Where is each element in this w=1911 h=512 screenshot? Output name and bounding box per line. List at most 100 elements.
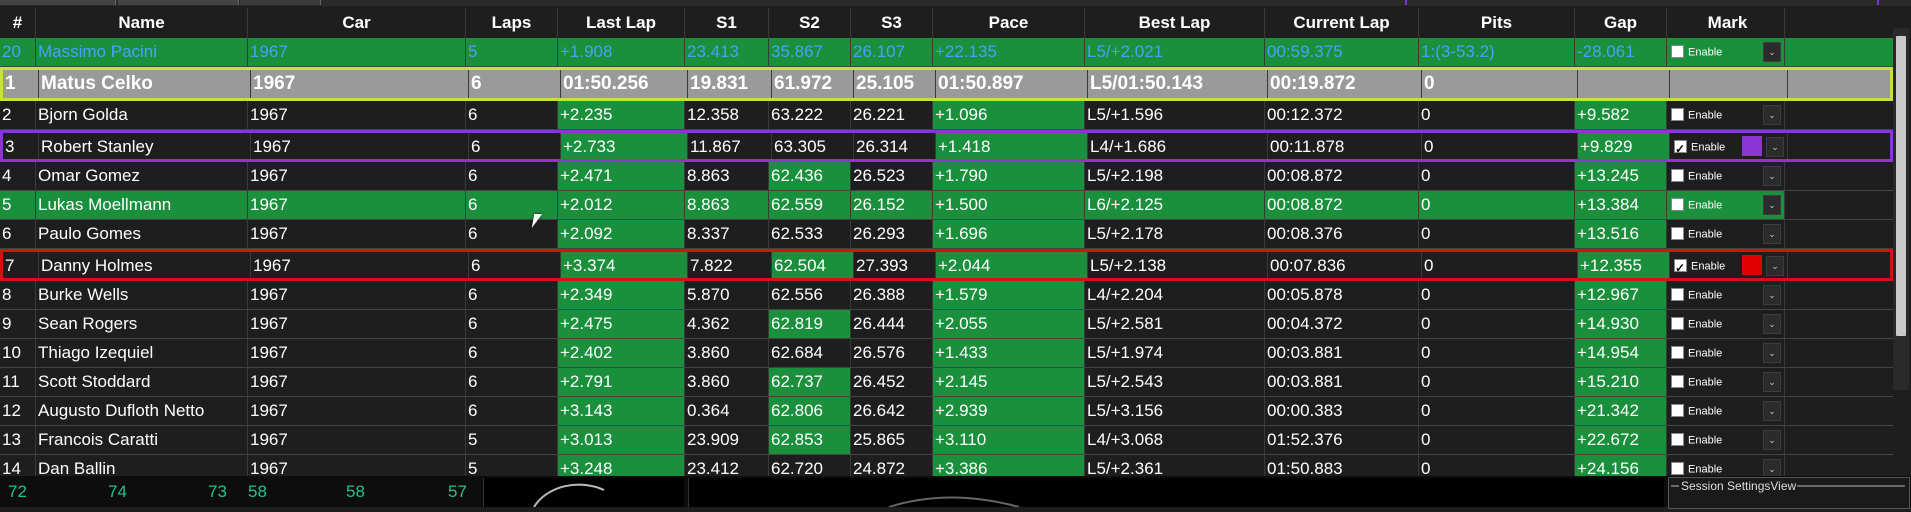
gauge-arc-icon <box>533 483 605 508</box>
chevron-down-icon[interactable]: ⌄ <box>1763 343 1781 363</box>
enable-label: Enable <box>1688 289 1723 302</box>
table-row[interactable]: 10 Thiago Izequiel 1967 6 +2.402 3.860 62.684 2… <box>0 339 1893 368</box>
session-settings-label: Session SettingsView <box>1681 479 1797 493</box>
cell-s3: 25.105 <box>854 70 936 98</box>
col-header-gap[interactable]: Gap <box>1575 8 1667 38</box>
col-header-s3[interactable]: S3 <box>851 8 933 38</box>
table-row[interactable]: 1 Matus Celko 1967 6 01:50.256 19.831 61.972 25… <box>0 67 1893 101</box>
table-row[interactable]: 6 Paulo Gomes 1967 6 +2.092 8.337 62.533 26.293… <box>0 220 1893 249</box>
tab-stub[interactable] <box>118 0 239 5</box>
enable-checkbox[interactable] <box>1671 169 1684 183</box>
tab-stub[interactable] <box>240 0 321 5</box>
enable-label: Enable <box>1688 46 1723 59</box>
table-row[interactable]: 2 Bjorn Golda 1967 6 +2.235 12.358 63.222 26.22… <box>0 101 1893 130</box>
enable-checkbox[interactable] <box>1671 108 1684 122</box>
col-header-pits[interactable]: Pits <box>1419 8 1575 38</box>
table-row[interactable]: 12 Augusto Dufloth Netto 1967 6 +3.143 0.364 6… <box>0 397 1893 426</box>
chevron-down-icon[interactable]: ⌄ <box>1763 430 1781 450</box>
col-header-s2[interactable]: S2 <box>769 8 851 38</box>
vertical-scrollbar[interactable] <box>1893 28 1909 390</box>
enable-checkbox[interactable] <box>1671 375 1684 389</box>
cell-laps: 6 <box>469 70 561 98</box>
chevron-down-icon[interactable]: ⌄ <box>1766 256 1784 276</box>
enable-checkbox[interactable] <box>1671 433 1684 447</box>
mark-color-swatch[interactable] <box>1742 136 1762 156</box>
enable-checkbox[interactable] <box>1671 198 1684 212</box>
enable-checkbox[interactable] <box>1674 135 1687 159</box>
tab-stub[interactable] <box>0 0 116 5</box>
col-header-laps[interactable]: Laps <box>466 8 558 38</box>
col-header-s1[interactable]: S1 <box>685 8 769 38</box>
scrollbar-thumb[interactable] <box>1896 36 1906 336</box>
cell-best-lap: L5/+3.156 <box>1085 397 1265 425</box>
cell-laps: 6 <box>466 368 558 396</box>
enable-checkbox[interactable] <box>1671 288 1684 302</box>
table-row[interactable]: 5 Lukas Moellmann 1967 6 +2.012 8.863 62.559 26… <box>0 191 1893 220</box>
enable-checkbox[interactable] <box>1671 462 1684 476</box>
cell-mark: Enable ⌄ <box>1667 397 1785 425</box>
cell-best-lap: L5/+2.361 <box>1085 455 1265 483</box>
col-header-last-lap[interactable]: Last Lap <box>558 8 685 38</box>
chevron-down-icon[interactable]: ⌄ <box>1763 195 1781 215</box>
chevron-down-icon[interactable]: ⌄ <box>1763 105 1781 125</box>
chevron-down-icon[interactable]: ⌄ <box>1763 42 1781 62</box>
col-header-pace[interactable]: Pace <box>933 8 1085 38</box>
table-row[interactable]: 4 Omar Gomez 1967 6 +2.471 8.863 62.436 26.523 +… <box>0 162 1893 191</box>
cell-mark: Enable ⌄ <box>1667 368 1785 396</box>
table-row[interactable]: 20 Massimo Pacini 1967 5 +1.908 23.413 35.867 2… <box>0 38 1893 67</box>
cell-pits: 1:(3-53.2) <box>1419 38 1575 66</box>
col-header-name[interactable]: Name <box>36 8 248 38</box>
chevron-down-icon[interactable]: ⌄ <box>1763 372 1781 392</box>
chevron-down-icon[interactable]: ⌄ <box>1763 166 1781 186</box>
grid-header: # Name Car Laps Last Lap S1 S2 S3 Pace B… <box>0 8 1893 38</box>
cell-gap: +22.672 <box>1575 426 1667 454</box>
session-settings-tab[interactable]: Session SettingsView <box>1668 477 1910 509</box>
enable-checkbox[interactable] <box>1671 346 1684 360</box>
cell-pos: 10 <box>0 339 36 367</box>
cell-gap: +14.930 <box>1575 310 1667 338</box>
enable-checkbox[interactable] <box>1671 404 1684 418</box>
chevron-down-icon[interactable]: ⌄ <box>1763 314 1781 334</box>
table-row[interactable]: 7 Danny Holmes 1967 6 +3.374 7.822 62.504 27.39… <box>0 249 1893 281</box>
cell-s1: 11.867 <box>688 133 772 159</box>
cell-best-lap: L5/+2.178 <box>1085 220 1265 248</box>
cell-s2: 63.222 <box>769 101 851 129</box>
tab-stub[interactable] <box>1405 0 1879 5</box>
enable-label: Enable <box>1688 199 1723 212</box>
col-header-mark[interactable]: Mark <box>1667 8 1785 38</box>
table-row[interactable]: 8 Burke Wells 1967 6 +2.349 5.870 62.556 26.388… <box>0 281 1893 310</box>
col-header-current-lap[interactable]: Current Lap <box>1265 8 1419 38</box>
enable-label: Enable <box>1688 318 1723 331</box>
enable-checkbox[interactable] <box>1671 45 1684 59</box>
track-outline-icon <box>888 496 1020 508</box>
cell-pits: 0 <box>1422 133 1578 159</box>
cell-current-lap: 00:04.372 <box>1265 310 1419 338</box>
mark-color-swatch[interactable] <box>1742 255 1762 275</box>
chevron-down-icon[interactable]: ⌄ <box>1763 285 1781 305</box>
cell-mark: Enable ⌄ <box>1667 281 1785 309</box>
table-row[interactable]: 11 Scott Stoddard 1967 6 +2.791 3.860 62.737 26… <box>0 368 1893 397</box>
enable-checkbox[interactable] <box>1674 254 1687 278</box>
cell-current-lap: 01:50.883 <box>1265 455 1419 483</box>
chevron-down-icon[interactable]: ⌄ <box>1766 137 1784 157</box>
chevron-down-icon[interactable]: ⌄ <box>1763 224 1781 244</box>
cell-driver-name: Danny Holmes <box>39 252 251 278</box>
cell-pace: +2.145 <box>933 368 1085 396</box>
cell-s3: 25.865 <box>851 426 933 454</box>
cell-pos: 6 <box>0 220 36 248</box>
enable-checkbox[interactable] <box>1671 227 1684 241</box>
cell-pos: 11 <box>0 368 36 396</box>
cell-car: 1967 <box>251 70 469 98</box>
col-header-pos[interactable]: # <box>0 8 36 38</box>
col-header-best-lap[interactable]: Best Lap <box>1085 8 1265 38</box>
table-row[interactable]: 9 Sean Rogers 1967 6 +2.475 4.362 62.819 26.444… <box>0 310 1893 339</box>
col-header-car[interactable]: Car <box>248 8 466 38</box>
enable-checkbox[interactable] <box>1671 317 1684 331</box>
cell-s2: 62.819 <box>769 310 851 338</box>
cell-laps: 6 <box>469 252 561 278</box>
cell-pits: 0 <box>1419 281 1575 309</box>
table-row[interactable]: 13 Francois Caratti 1967 5 +3.013 23.909 62.85… <box>0 426 1893 455</box>
chevron-down-icon[interactable]: ⌄ <box>1763 401 1781 421</box>
table-row[interactable]: 3 Robert Stanley 1967 6 +2.733 11.867 63.305 26… <box>0 130 1893 162</box>
cell-laps: 6 <box>469 133 561 159</box>
